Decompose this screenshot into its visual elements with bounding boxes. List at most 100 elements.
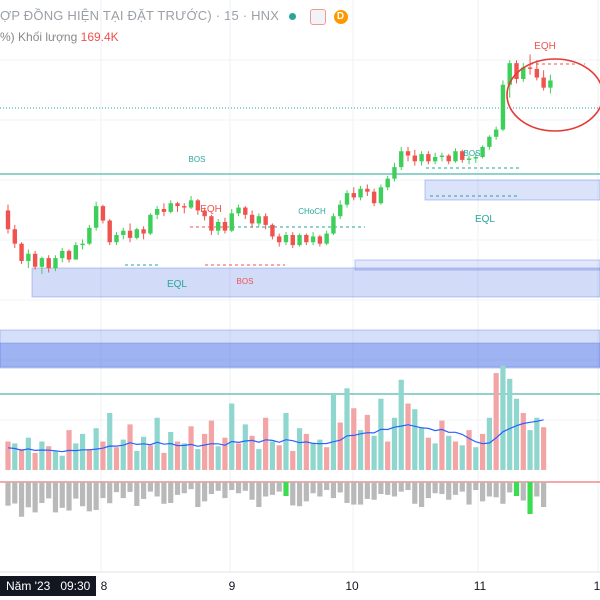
- oscillator-bar: [181, 482, 187, 494]
- volume-bar: [113, 447, 120, 470]
- oscillator-bar: [527, 482, 533, 514]
- volume-bar: [269, 441, 276, 470]
- volume-bar: [202, 433, 208, 470]
- x-axis-tick-label: 9: [229, 579, 236, 593]
- candle-body: [107, 220, 112, 243]
- oscillator-bar: [534, 482, 540, 497]
- candle-body: [358, 188, 363, 198]
- structure-label: BOS: [189, 155, 206, 164]
- oscillator-bar: [493, 482, 499, 498]
- candle-body: [12, 229, 17, 244]
- volume-bar: [141, 436, 147, 470]
- candle-body: [73, 245, 78, 260]
- candle-body: [466, 158, 472, 160]
- candle-body: [541, 77, 546, 88]
- volume-bar: [520, 413, 526, 470]
- candle-body: [80, 243, 85, 246]
- symbol-header: ỢP ĐỒNG HIỆN TẠI ĐẶT TRƯỚC) · 15 · HNX D: [0, 8, 348, 26]
- demand-zone-inner: [0, 342, 600, 368]
- oscillator-bar: [32, 482, 38, 513]
- candle-body: [514, 63, 519, 79]
- oscillator-bar: [215, 482, 221, 491]
- volume-bar: [174, 441, 181, 470]
- volume-bar: [534, 417, 540, 470]
- oscillator-bar: [66, 482, 72, 511]
- candle-body: [168, 203, 173, 212]
- oscillator-bar: [473, 482, 479, 491]
- oscillator-bar: [249, 482, 255, 500]
- market-status-icon: [288, 13, 296, 21]
- candle-body: [304, 235, 309, 243]
- oscillator-bar: [378, 482, 384, 495]
- candle-body: [527, 67, 533, 69]
- candle-body: [46, 258, 51, 269]
- volume-bar: [507, 378, 513, 470]
- volume-bar: [249, 435, 255, 470]
- volume-bar: [425, 437, 431, 470]
- volume-bar: [222, 437, 228, 470]
- x-axis-tick-label: 10: [345, 579, 359, 593]
- volume-bar: [500, 365, 506, 470]
- volume-bar: [127, 424, 133, 470]
- candle-body: [446, 155, 451, 162]
- oscillator-bar: [513, 482, 520, 496]
- oscillator-bar: [100, 482, 106, 499]
- candle-body: [127, 230, 133, 238]
- oscillator-bar: [222, 482, 228, 499]
- volume-bar: [418, 427, 425, 470]
- volume-bar: [473, 447, 479, 470]
- oscillator-bar: [154, 482, 160, 497]
- candle-body: [100, 206, 106, 221]
- volume-bar: [398, 379, 404, 470]
- x-axis-tick-label: 8: [101, 579, 108, 593]
- structure-label: BOS: [464, 149, 481, 158]
- candle-body: [317, 236, 323, 244]
- candle-body: [243, 207, 248, 215]
- demand-zone-outer: [0, 329, 600, 369]
- structure-label: EQH: [534, 41, 556, 52]
- candle-body: [53, 258, 58, 269]
- volume-bar: [480, 433, 486, 470]
- oscillator-bar: [337, 482, 343, 493]
- candle-body: [277, 236, 282, 243]
- volume-bar: [486, 417, 492, 470]
- candle-body: [39, 258, 45, 267]
- volume-bar: [527, 430, 533, 470]
- candle-body: [500, 84, 506, 130]
- candle-body: [236, 207, 241, 214]
- volume-bar: [188, 426, 194, 470]
- oscillator-bar: [229, 482, 235, 491]
- oscillator-bar: [290, 482, 296, 506]
- candle-body: [114, 235, 119, 243]
- data-delay-badge[interactable]: D: [333, 9, 348, 24]
- volume-bar: [439, 420, 445, 470]
- oscillator-bar: [79, 482, 86, 507]
- oscillator-bar: [195, 482, 201, 508]
- oscillator-bar: [276, 482, 282, 492]
- oscillator-bar: [147, 482, 153, 492]
- oscillator-bar: [520, 482, 526, 501]
- oscillator-bar: [188, 482, 194, 490]
- candle-body: [283, 235, 289, 243]
- flag-icon[interactable]: [309, 8, 326, 25]
- candle-body: [439, 155, 445, 157]
- oscillator-bar: [351, 482, 357, 505]
- oscillator-bar: [107, 482, 113, 504]
- oscillator-bar: [73, 482, 79, 499]
- volume-bar: [276, 445, 282, 470]
- candle-body: [453, 151, 458, 162]
- oscillator-bar: [113, 482, 120, 493]
- candle-body: [175, 203, 180, 207]
- candle-body: [426, 154, 431, 162]
- candle-body: [351, 193, 356, 198]
- oscillator-bar: [120, 482, 126, 499]
- volume-bar: [324, 447, 330, 470]
- volume-bar: [493, 373, 499, 470]
- oscillator-bar: [459, 482, 465, 492]
- volume-label: Khối lượng: [18, 30, 78, 44]
- oscillator-bar: [52, 482, 59, 513]
- candle-body: [392, 167, 397, 179]
- liquidity-zone-bos: [424, 179, 600, 201]
- oscillator-bar: [256, 482, 262, 508]
